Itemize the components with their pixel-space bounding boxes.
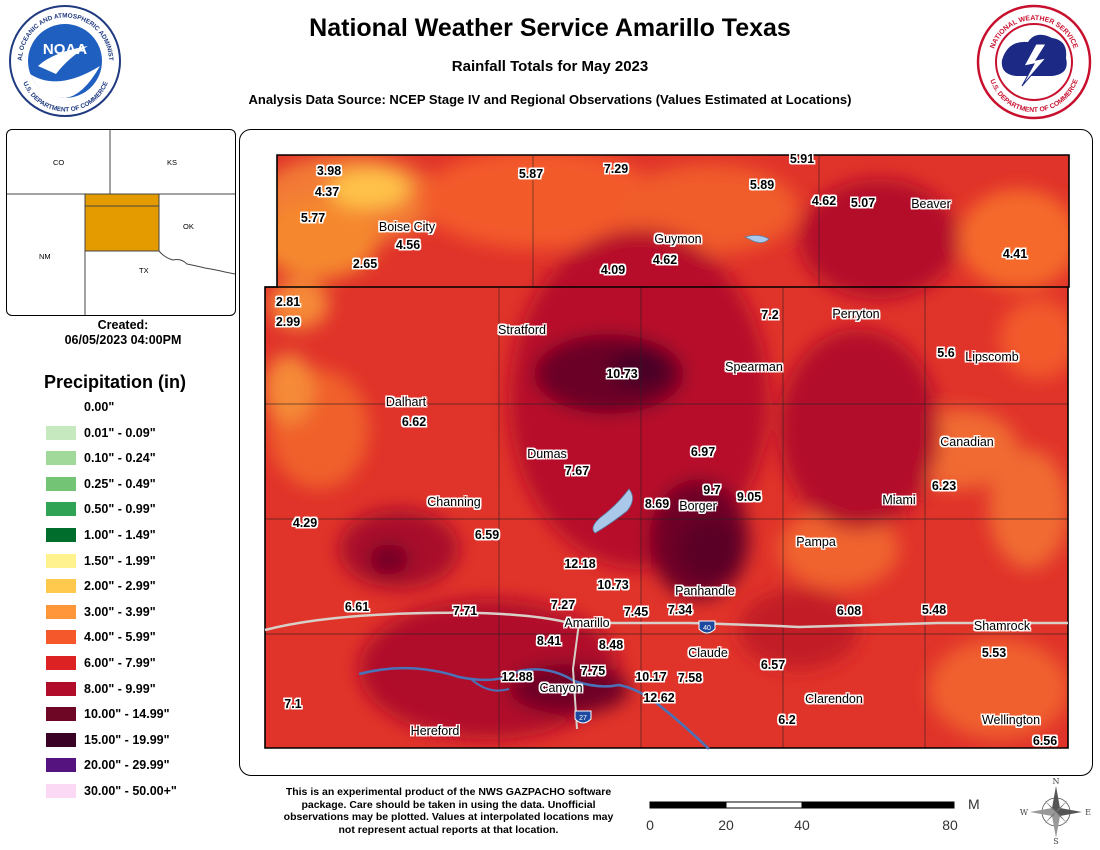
data-source-note: Analysis Data Source: NCEP Stage IV and … [248, 92, 852, 107]
scale-tick-80: 80 [942, 817, 958, 833]
compass-w: W [1020, 808, 1029, 817]
created-label: Created: [97, 318, 149, 332]
scale-segment-3 [801, 801, 955, 809]
legend-swatch [46, 400, 76, 414]
scale-bar: 0 20 40 80 Miles [646, 796, 980, 833]
legend-swatch [46, 425, 76, 440]
legend-label: 0.00" [84, 400, 115, 414]
legend-label: 15.00" - 19.99" [84, 732, 170, 747]
legend-label: 10.00" - 14.99" [84, 707, 170, 722]
legend-label: 4.00" - 5.99" [84, 630, 156, 645]
inset-label-tx: TX [139, 266, 149, 275]
legend-swatch [46, 553, 76, 568]
legend-swatch [46, 451, 76, 466]
interstate-27-line [571, 622, 580, 730]
inset-label-ok: OK [183, 222, 194, 231]
legend-swatch [46, 732, 76, 747]
scale-unit: Miles [968, 796, 980, 812]
legend-swatch [46, 604, 76, 619]
legend-label: 6.00" - 7.99" [84, 656, 156, 670]
svg-text:40: 40 [703, 625, 711, 632]
legend-item: 15.00" - 19.99" [46, 731, 170, 749]
legend-swatch [46, 784, 76, 798]
inset-label-ks: KS [167, 158, 178, 167]
legend-item: 0.25" - 0.49" [46, 475, 156, 493]
legend-item: 3.00" - 3.99" [46, 603, 156, 621]
disclaimer-text: This is an experimental product of the N… [283, 786, 614, 836]
interstate-40-shield: 40 [698, 620, 716, 634]
scale-tick-20: 20 [718, 817, 734, 833]
legend-swatch [46, 707, 76, 722]
legend-swatch [46, 758, 76, 773]
locator-inset-map: CO KS NM OK TX [6, 129, 236, 316]
legend-label: 0.10" - 0.24" [84, 451, 156, 466]
legend-title: Precipitation (in) [44, 372, 187, 392]
nws-logo: NATIONAL WEATHER SERVICE U.S. DEPARTMENT… [976, 4, 1092, 120]
legend-swatch [46, 656, 76, 670]
scale-tick-40: 40 [794, 817, 810, 833]
legend-item: 2.00" - 2.99" [46, 577, 156, 595]
legend-item: 10.00" - 14.99" [46, 705, 170, 723]
interstate-27-shield: 27 [574, 710, 592, 724]
compass-s: S [1053, 837, 1058, 846]
compass-n: N [1053, 777, 1060, 786]
inset-oklahoma-panhandle [85, 194, 159, 206]
precipitation-map: 40 27 [264, 154, 1070, 750]
legend-label: 30.00" - 50.00+" [84, 784, 177, 798]
page-subtitle: Rainfall Totals for May 2023 [451, 58, 649, 75]
legend-label: 1.50" - 1.99" [84, 553, 156, 568]
legend-item: 6.00" - 7.99" [46, 654, 156, 672]
palo-duro-lake [743, 235, 770, 243]
legend-item: 1.00" - 1.49" [46, 526, 156, 544]
legend-label: 2.00" - 2.99" [84, 579, 156, 594]
legend-label: 8.00" - 9.99" [84, 681, 156, 696]
legend-swatch [46, 528, 76, 542]
legend-swatch [46, 681, 76, 696]
inset-texas-panhandle [85, 206, 159, 251]
legend-swatch [46, 579, 76, 594]
legend-item: 0.01" - 0.09" [46, 424, 156, 442]
svg-text:27: 27 [579, 715, 587, 722]
legend-swatch [46, 476, 76, 491]
lake-meredith [592, 488, 633, 534]
legend-label: 3.00" - 3.99" [84, 604, 156, 619]
scale-segment-2 [725, 801, 803, 809]
page-title: National Weather Service Amarillo Texas [309, 14, 791, 42]
inset-label-nm: NM [39, 252, 51, 261]
compass-e: E [1085, 808, 1091, 817]
north-arrow-compass: N E S W [1020, 777, 1091, 846]
legend-label: 0.01" - 0.09" [84, 425, 156, 440]
legend-label: 20.00" - 29.99" [84, 758, 170, 773]
scale-tick-0: 0 [646, 817, 654, 833]
legend-item: 1.50" - 1.99" [46, 552, 156, 570]
created-timestamp: Created: 06/05/2023 04:00PM [0, 318, 246, 348]
legend-item: 4.00" - 5.99" [46, 628, 156, 646]
legend-item: 0.50" - 0.99" [46, 500, 156, 518]
legend-item: 30.00" - 50.00+" [46, 782, 177, 800]
legend-swatch [46, 630, 76, 645]
legend-item: 0.10" - 0.24" [46, 449, 156, 467]
interstate-40-line [264, 611, 1068, 632]
legend-item: 20.00" - 29.99" [46, 756, 170, 774]
noaa-logo: NOAA NATIONAL OCEANIC AND ATMOSPHERIC AD… [8, 4, 121, 117]
legend-item: 8.00" - 9.99" [46, 680, 156, 698]
legend-label: 1.00" - 1.49" [84, 528, 156, 542]
scale-segment-1 [649, 801, 727, 809]
inset-label-co: CO [53, 158, 65, 167]
legend-label: 0.50" - 0.99" [84, 502, 156, 517]
created-datetime: 06/05/2023 04:00PM [64, 333, 182, 347]
legend-item: 0.00" [46, 398, 114, 416]
noaa-logo-text: NOAA [43, 41, 87, 58]
legend-label: 0.25" - 0.49" [84, 476, 156, 491]
legend-swatch [46, 502, 76, 517]
